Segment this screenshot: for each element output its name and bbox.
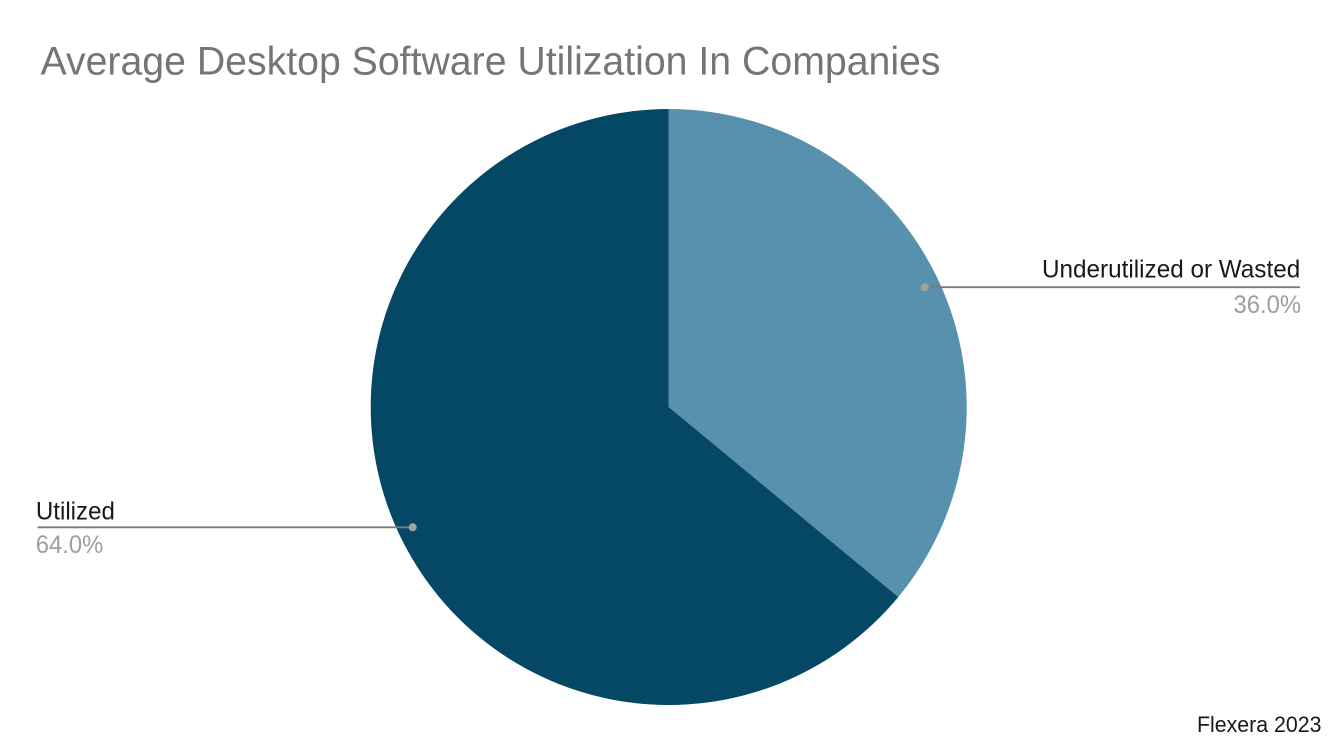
svg-text:Average Desktop Software Utili: Average Desktop Software Utilization In … <box>41 40 941 84</box>
svg-text:Utilized: Utilized <box>36 498 115 526</box>
svg-text:36.0%: 36.0% <box>1234 291 1302 319</box>
svg-text:64.0%: 64.0% <box>36 531 104 559</box>
svg-text:Flexera 2023: Flexera 2023 <box>1197 712 1322 737</box>
svg-text:Underutilized or Wasted: Underutilized or Wasted <box>1042 256 1300 284</box>
